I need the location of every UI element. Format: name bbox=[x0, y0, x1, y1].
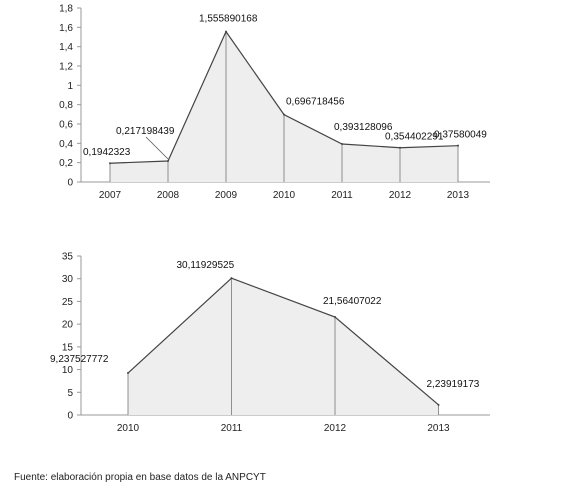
y-tick-label: 1,8 bbox=[59, 4, 73, 15]
data-label: 0,354402291 bbox=[385, 132, 444, 143]
x-tick-label: 2008 bbox=[157, 190, 180, 201]
data-point bbox=[109, 162, 111, 165]
y-tick-label: 0,2 bbox=[59, 158, 73, 169]
area-fill bbox=[128, 278, 439, 415]
data-label: 21,56407022 bbox=[323, 296, 382, 307]
data-point bbox=[437, 403, 440, 406]
y-tick-label: 25 bbox=[62, 297, 74, 308]
data-point bbox=[283, 113, 285, 116]
y-tick-label: 0 bbox=[67, 411, 73, 422]
x-tick-label: 2007 bbox=[99, 190, 122, 201]
chart-2: 0 5 10 15 20 25 30 35 9,237527772 30,11929525 21,5… bbox=[50, 252, 490, 434]
y-tick-label: 0 bbox=[67, 178, 73, 189]
data-point bbox=[230, 277, 233, 280]
source-note: Fuente: elaboración propia en base datos… bbox=[14, 472, 266, 483]
y-tick-label: 0,6 bbox=[59, 120, 73, 131]
y-tick-label: 20 bbox=[62, 320, 74, 331]
y-tick-label: 35 bbox=[62, 252, 74, 263]
series-line bbox=[127, 277, 439, 406]
y-tick-label: 0,4 bbox=[59, 139, 73, 150]
data-label: 2,23919173 bbox=[427, 379, 480, 390]
data-label: 0,393128096 bbox=[334, 122, 393, 133]
data-point bbox=[341, 142, 343, 145]
data-label: 30,11929525 bbox=[177, 260, 235, 271]
data-point bbox=[225, 30, 227, 33]
y-tick-label: 1 bbox=[67, 81, 73, 92]
chart-1: 0 0,2 0,4 0,6 0,8 1 1,2 1,4 1,6 1,8 0,1942323 0,217… bbox=[59, 4, 490, 201]
label-leader-line bbox=[145, 136, 169, 160]
data-point bbox=[399, 146, 401, 149]
data-label: 9,237527772 bbox=[50, 354, 109, 365]
data-label: 0,696718456 bbox=[286, 97, 345, 108]
data-point bbox=[457, 144, 459, 147]
area-fill bbox=[110, 31, 458, 182]
x-tick-label: 2010 bbox=[273, 190, 296, 201]
y-tick-label: 10 bbox=[62, 365, 74, 376]
y-tick-label: 0,8 bbox=[59, 100, 73, 111]
data-label: 1,555890168 bbox=[199, 14, 258, 25]
data-label: 0,217198439 bbox=[116, 126, 175, 137]
x-tick-label: 2011 bbox=[221, 423, 243, 434]
data-label: 0,1942323 bbox=[83, 147, 131, 158]
x-tick-label: 2009 bbox=[215, 190, 238, 201]
x-tick-label: 2012 bbox=[389, 190, 412, 201]
y-tick-label: 1,2 bbox=[59, 62, 73, 73]
y-tick-label: 5 bbox=[67, 388, 73, 399]
x-tick-label: 2013 bbox=[447, 190, 470, 201]
y-tick-label: 30 bbox=[62, 274, 74, 285]
y-tick-label: 1,4 bbox=[59, 42, 73, 53]
x-tick-label: 2010 bbox=[117, 423, 140, 434]
data-point bbox=[334, 316, 336, 319]
x-tick-label: 2012 bbox=[324, 423, 347, 434]
data-label: 0,37580049 bbox=[434, 130, 487, 141]
data-point bbox=[127, 372, 129, 375]
data-point bbox=[167, 160, 169, 163]
x-tick-label: 2013 bbox=[427, 423, 450, 434]
y-tick-label: 15 bbox=[62, 342, 74, 353]
y-tick-label: 1,6 bbox=[59, 23, 73, 34]
x-tick-label: 2011 bbox=[331, 190, 353, 201]
